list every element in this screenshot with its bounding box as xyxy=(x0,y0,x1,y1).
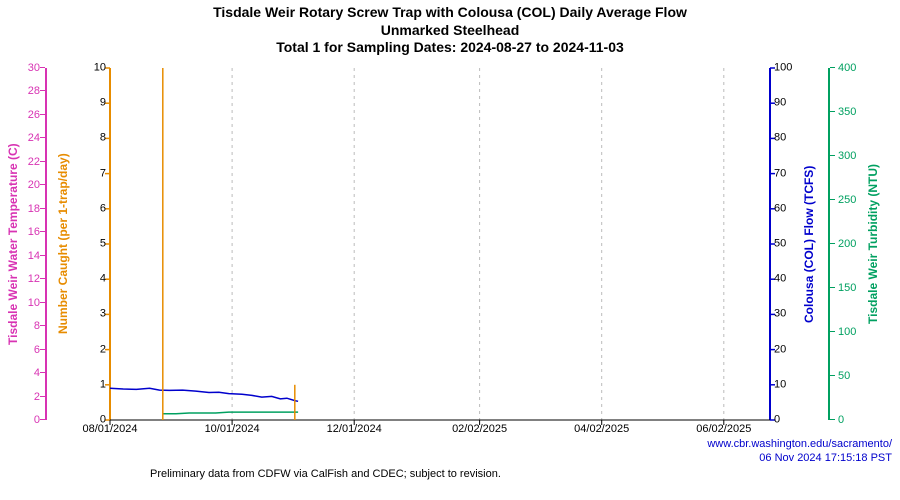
tick-temperature: 0 xyxy=(20,414,40,426)
tick-turbidity: 300 xyxy=(838,150,856,162)
tick-caught: 5 xyxy=(78,239,110,250)
footer-right: www.cbr.washington.edu/sacramento/ 06 No… xyxy=(707,438,892,466)
tick-caught: 6 xyxy=(78,203,110,214)
tick-temperature: 12 xyxy=(20,273,40,285)
tick-x: 04/02/2025 xyxy=(574,420,629,435)
tick-flow: 100 xyxy=(770,63,792,74)
tick-caught: 3 xyxy=(78,309,110,320)
tick-x: 06/02/2025 xyxy=(696,420,751,435)
tick-turbidity: 100 xyxy=(838,326,856,338)
tick-temperature: 28 xyxy=(20,85,40,97)
tick-caught: 8 xyxy=(78,133,110,144)
chart-title-line2: Unmarked Steelhead xyxy=(0,22,900,40)
tick-flow: 30 xyxy=(770,309,786,320)
tick-temperature: 20 xyxy=(20,179,40,191)
tick-turbidity: 250 xyxy=(838,194,856,206)
tick-x: 10/01/2024 xyxy=(205,420,260,435)
tick-turbidity: 350 xyxy=(838,106,856,118)
tick-flow: 70 xyxy=(770,168,786,179)
chart-title-block: Tisdale Weir Rotary Screw Trap with Colo… xyxy=(0,4,900,57)
tick-turbidity: 150 xyxy=(838,282,856,294)
tick-turbidity: 200 xyxy=(838,238,856,250)
chart-title-line1: Tisdale Weir Rotary Screw Trap with Colo… xyxy=(0,4,900,22)
tick-caught: 9 xyxy=(78,98,110,109)
axis-label-turbidity: Tisdale Weir Turbidity (NTU) xyxy=(866,68,880,420)
chart-title-line3: Total 1 for Sampling Dates: 2024-08-27 t… xyxy=(0,39,900,57)
tick-temperature: 14 xyxy=(20,250,40,262)
plot-area: 012345678910 0102030405060708090100 08/0… xyxy=(110,68,770,420)
tick-turbidity: 50 xyxy=(838,370,850,382)
tick-temperature: 6 xyxy=(20,344,40,356)
tick-caught: 1 xyxy=(78,379,110,390)
tick-temperature: 24 xyxy=(20,132,40,144)
tick-flow: 0 xyxy=(770,415,780,426)
footer-url: www.cbr.washington.edu/sacramento/ xyxy=(707,438,892,452)
tick-temperature: 26 xyxy=(20,109,40,121)
tick-temperature: 4 xyxy=(20,367,40,379)
tick-flow: 50 xyxy=(770,239,786,250)
tick-caught: 7 xyxy=(78,168,110,179)
axis-label-flow: Colousa (COL) Flow (TCFS) xyxy=(802,68,816,420)
tick-caught: 10 xyxy=(78,63,110,74)
tick-temperature: 22 xyxy=(20,156,40,168)
tick-caught: 4 xyxy=(78,274,110,285)
tick-caught: 2 xyxy=(78,344,110,355)
tick-turbidity: 0 xyxy=(838,414,844,426)
tick-flow: 90 xyxy=(770,98,786,109)
tick-turbidity: 400 xyxy=(838,62,856,74)
axis-label-temperature: Tisdale Weir Water Temperature (C) xyxy=(6,68,20,420)
tick-flow: 80 xyxy=(770,133,786,144)
plot-svg xyxy=(110,68,770,420)
tick-temperature: 10 xyxy=(20,297,40,309)
tick-temperature: 30 xyxy=(20,62,40,74)
axis-label-number-caught: Number Caught (per 1-trap/day) xyxy=(56,68,70,420)
tick-x: 02/02/2025 xyxy=(452,420,507,435)
tick-temperature: 18 xyxy=(20,203,40,215)
tick-x: 08/01/2024 xyxy=(82,420,137,435)
tick-temperature: 16 xyxy=(20,226,40,238)
tick-temperature: 8 xyxy=(20,320,40,332)
tick-flow: 20 xyxy=(770,344,786,355)
footer-date: 06 Nov 2024 17:15:18 PST xyxy=(707,452,892,466)
tick-flow: 10 xyxy=(770,379,786,390)
footer-note: Preliminary data from CDFW via CalFish a… xyxy=(150,468,501,480)
tick-temperature: 2 xyxy=(20,391,40,403)
tick-flow: 40 xyxy=(770,274,786,285)
tick-x: 12/01/2024 xyxy=(327,420,382,435)
tick-flow: 60 xyxy=(770,203,786,214)
